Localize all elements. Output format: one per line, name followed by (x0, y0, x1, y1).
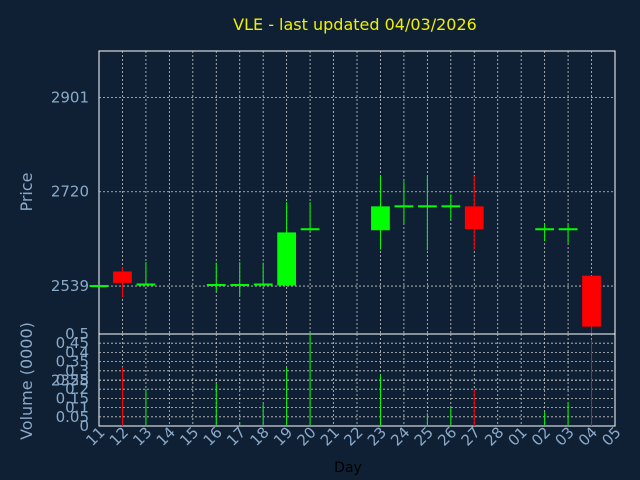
candle-body (253, 283, 273, 286)
volume-grid (99, 334, 615, 426)
price-panel: 2358 2539 2720 2901 Price (17, 50, 616, 389)
candle-body (535, 228, 555, 231)
candles (89, 176, 601, 334)
candle (277, 202, 297, 287)
volume-tick-label: 0 (79, 417, 89, 435)
candle-body (582, 275, 601, 327)
candle (582, 275, 601, 334)
candle-body (417, 205, 437, 208)
price-axis-label: Price (17, 172, 36, 211)
volume-tick-label: 0.25 (56, 371, 89, 389)
candle (558, 222, 578, 243)
volume-tick-label: 0.05 (56, 408, 89, 426)
candle (441, 194, 461, 220)
candle (371, 176, 390, 250)
volume-tick-label: 0.35 (56, 353, 89, 371)
candle (253, 262, 273, 287)
candle (535, 224, 555, 242)
candle (394, 181, 414, 223)
volume-panel: 00.050.10.150.20.250.30.350.40.450.5 Vol… (17, 322, 616, 440)
candle (136, 262, 156, 286)
candle-body (394, 205, 414, 208)
volume-tick-label: 0.5 (65, 325, 89, 343)
candle-body (300, 228, 320, 231)
price-axis-ticks: 2358 2539 2720 2901 (51, 88, 89, 389)
candle-body (464, 206, 484, 230)
candle-body (277, 232, 297, 286)
candle (230, 262, 250, 296)
candle (464, 176, 484, 250)
volume-tick-label: 0.4 (65, 343, 89, 361)
candle-body (371, 206, 390, 231)
volume-tick-label: 0.2 (65, 380, 89, 398)
candle-body (89, 285, 109, 288)
candle-body (113, 271, 132, 283)
candle (206, 262, 226, 292)
price-tick-label: 2358 (51, 371, 89, 389)
volume-tick-label: 0.45 (56, 334, 89, 352)
candle (417, 176, 437, 251)
candle-body (206, 284, 226, 287)
candle (89, 285, 109, 288)
volume-axis-ticks: 00.050.10.150.20.250.30.350.40.450.5 (56, 325, 89, 435)
volume-bars (121, 334, 593, 426)
candle-body (558, 228, 578, 231)
price-grid (99, 51, 615, 381)
price-tick-label: 2720 (51, 183, 89, 201)
volume-tick-label: 0.1 (65, 399, 89, 417)
candle-body (230, 284, 250, 287)
candle (300, 202, 320, 231)
volume-axis-label: Volume (0000) (17, 322, 36, 440)
price-tick-label: 2901 (51, 88, 89, 106)
candle-body (136, 283, 156, 286)
candle (113, 267, 132, 297)
x-axis-label: Day (334, 460, 362, 476)
volume-tick-label: 0.3 (65, 362, 89, 380)
chart-title: VLE - last updated 04/03/2026 (233, 15, 477, 34)
volume-tick-label: 0.15 (56, 389, 89, 407)
x-axis-ticks: 1112131415161718192021222324252627280102… (82, 423, 624, 449)
price-tick-label: 2539 (51, 277, 89, 295)
candle-body (441, 205, 461, 208)
